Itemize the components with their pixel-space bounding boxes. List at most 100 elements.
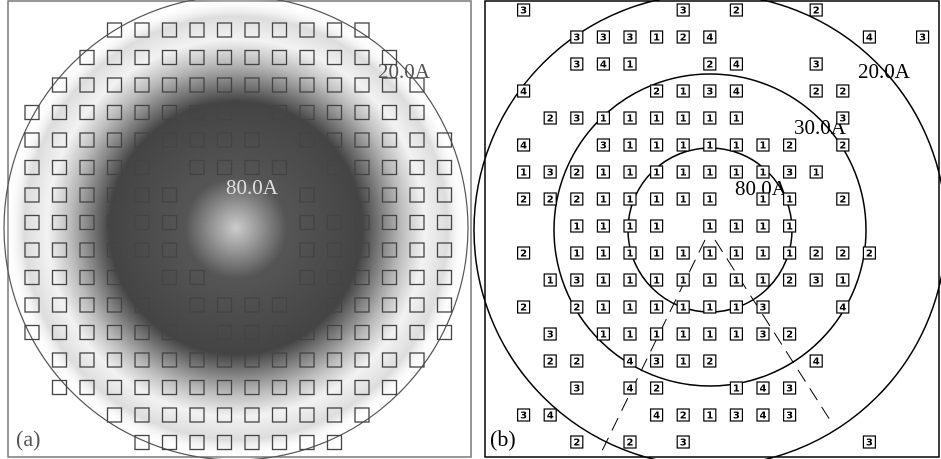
spot-label: 3	[760, 330, 767, 341]
spot-label: 1	[733, 249, 740, 260]
spot-label: 4	[813, 357, 820, 368]
spot-label: 1	[600, 168, 607, 179]
spot-label: 1	[706, 330, 713, 341]
spot-label: 3	[600, 141, 607, 152]
spot-label: 2	[706, 357, 713, 368]
spot-label: 1	[627, 60, 634, 71]
spot-label: 2	[627, 438, 634, 449]
spot-label: 1	[813, 168, 820, 179]
spot-label: 3	[547, 330, 554, 341]
spot-label: 3	[547, 168, 554, 179]
spot-label: 1	[573, 222, 580, 233]
spot-label: 1	[680, 141, 687, 152]
spot-label: 2	[839, 87, 846, 98]
spot-label: 2	[653, 384, 660, 395]
spot-label: 1	[706, 276, 713, 287]
spot-label: 2	[547, 195, 554, 206]
panel-label: (b)	[490, 426, 516, 451]
spot-label: 1	[706, 303, 713, 314]
spot-label: 1	[627, 195, 634, 206]
spot-label: 2	[839, 249, 846, 260]
spot-label: 1	[706, 141, 713, 152]
spot-label: 1	[627, 141, 634, 152]
spot-label: 4	[760, 411, 767, 422]
spot-label: 3	[919, 33, 926, 44]
spot-label: 1	[680, 357, 687, 368]
spot-label: 2	[733, 6, 740, 17]
spot-label: 2	[813, 249, 820, 260]
spot-label: 1	[573, 249, 580, 260]
spot-label: 3	[520, 411, 527, 422]
spot-label: 4	[520, 87, 527, 98]
spot-label: 4	[839, 303, 846, 314]
spot-label: 2	[813, 87, 820, 98]
spot-label: 1	[733, 222, 740, 233]
spot-label: 3	[733, 411, 740, 422]
spot-label: 3	[520, 6, 527, 17]
spot-label: 1	[627, 303, 634, 314]
spot-label: 4	[866, 33, 873, 44]
spot-label: 1	[627, 222, 634, 233]
spot-label: 1	[627, 114, 634, 125]
spot-label: 1	[733, 384, 740, 395]
spot-label: 3	[786, 168, 793, 179]
spot-label: 1	[653, 222, 660, 233]
spot-label: 2	[573, 438, 580, 449]
spot-label: 1	[760, 168, 767, 179]
spot-label: 4	[733, 87, 740, 98]
panel-b: 20.0A 30.0A 80.0A (b) 332233312443341243…	[474, 0, 941, 459]
spot-label: 3	[813, 60, 820, 71]
spot-label: 2	[866, 249, 873, 260]
spot-label: 3	[786, 411, 793, 422]
spot-label: 1	[600, 195, 607, 206]
spot-label: 1	[706, 168, 713, 179]
spot-label: 2	[520, 195, 527, 206]
spot-label: 1	[680, 195, 687, 206]
spot-label: 3	[839, 114, 846, 125]
spot-label: 3	[680, 438, 687, 449]
figure: 20.0A 80.0A (a) 20.0A 30.0A 80.0A (b) 33…	[0, 0, 941, 459]
spot-label: 4	[627, 357, 634, 368]
spot-label: 4	[706, 33, 713, 44]
spot-label: 1	[733, 330, 740, 341]
spot-label: 3	[760, 303, 767, 314]
spot-label: 1	[653, 168, 660, 179]
spot-label: 1	[680, 303, 687, 314]
spot-label: 1	[600, 303, 607, 314]
spot-label: 2	[786, 276, 793, 287]
spot-label: 1	[706, 222, 713, 233]
spot-label: 2	[839, 141, 846, 152]
spot-label: 1	[627, 168, 634, 179]
spot-label: 2	[786, 141, 793, 152]
spot-label: 2	[786, 330, 793, 341]
spot-label: 1	[600, 276, 607, 287]
spot-label: 1	[653, 330, 660, 341]
spot-label: 1	[680, 249, 687, 260]
spot-label: 2	[573, 303, 580, 314]
spot-label: 3	[573, 33, 580, 44]
spot-label: 1	[653, 114, 660, 125]
spot-label: 1	[680, 330, 687, 341]
spot-label: 1	[653, 276, 660, 287]
spot-label: 1	[600, 114, 607, 125]
spot-label: 4	[627, 384, 634, 395]
spot-label: 1	[600, 249, 607, 260]
spot-label: 2	[573, 195, 580, 206]
spot-label: 1	[653, 249, 660, 260]
spot-label: 4	[520, 141, 527, 152]
spot-label: 1	[760, 195, 767, 206]
spot-label: 1	[627, 276, 634, 287]
ring-label: 80.0A	[226, 175, 279, 199]
panel-label: (a)	[16, 426, 40, 451]
spot-label: 2	[547, 357, 554, 368]
spot-label: 2	[520, 303, 527, 314]
spot-label: 1	[733, 141, 740, 152]
panel-a: 20.0A 80.0A (a)	[4, 0, 471, 459]
spot-label: 1	[786, 222, 793, 233]
spot-label: 4	[733, 60, 740, 71]
spot-label: 3	[573, 60, 580, 71]
spot-label: 4	[547, 411, 554, 422]
spot-label: 1	[760, 276, 767, 287]
spot-label: 1	[680, 276, 687, 287]
spot-label: 3	[866, 438, 873, 449]
